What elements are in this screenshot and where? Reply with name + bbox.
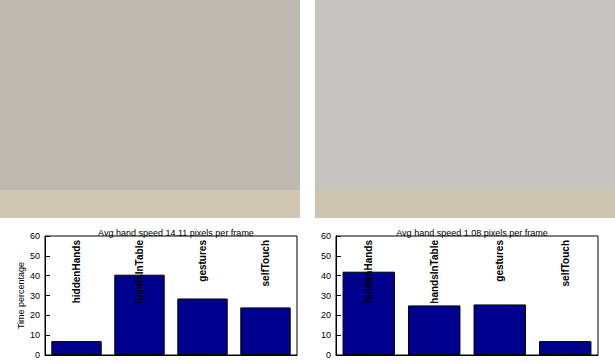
svg-text:20: 20 [321,310,331,320]
svg-text:gestures: gestures [494,240,505,282]
svg-text:20: 20 [30,310,40,320]
svg-text:10: 10 [30,330,40,340]
svg-text:60: 60 [321,231,331,241]
svg-text:50: 50 [30,251,40,261]
svg-text:30: 30 [321,291,331,301]
svg-text:handsInTable: handsInTable [429,240,440,304]
svg-text:40: 40 [321,271,331,281]
svg-text:Avg hand speed 14.11 pixels pe: Avg hand speed 14.11 pixels per frame [98,228,254,238]
svg-text:hiddenHands: hiddenHands [363,240,374,304]
svg-text:Time percentage: Time percentage [16,262,26,329]
svg-text:50: 50 [321,251,331,261]
svg-text:Avg hand speed 1.08 pixels per: Avg hand speed 1.08 pixels per frame [396,228,547,238]
svg-text:0: 0 [326,350,331,360]
svg-text:gestures: gestures [197,240,208,282]
svg-text:60: 60 [30,231,40,241]
svg-text:10: 10 [321,330,331,340]
svg-text:40: 40 [30,271,40,281]
svg-text:selfTouch: selfTouch [560,240,571,286]
svg-text:0: 0 [35,350,40,360]
svg-text:hiddenHands: hiddenHands [71,240,82,304]
svg-text:handsInTable: handsInTable [134,240,145,304]
svg-text:30: 30 [30,291,40,301]
svg-text:selfTouch: selfTouch [260,240,271,286]
